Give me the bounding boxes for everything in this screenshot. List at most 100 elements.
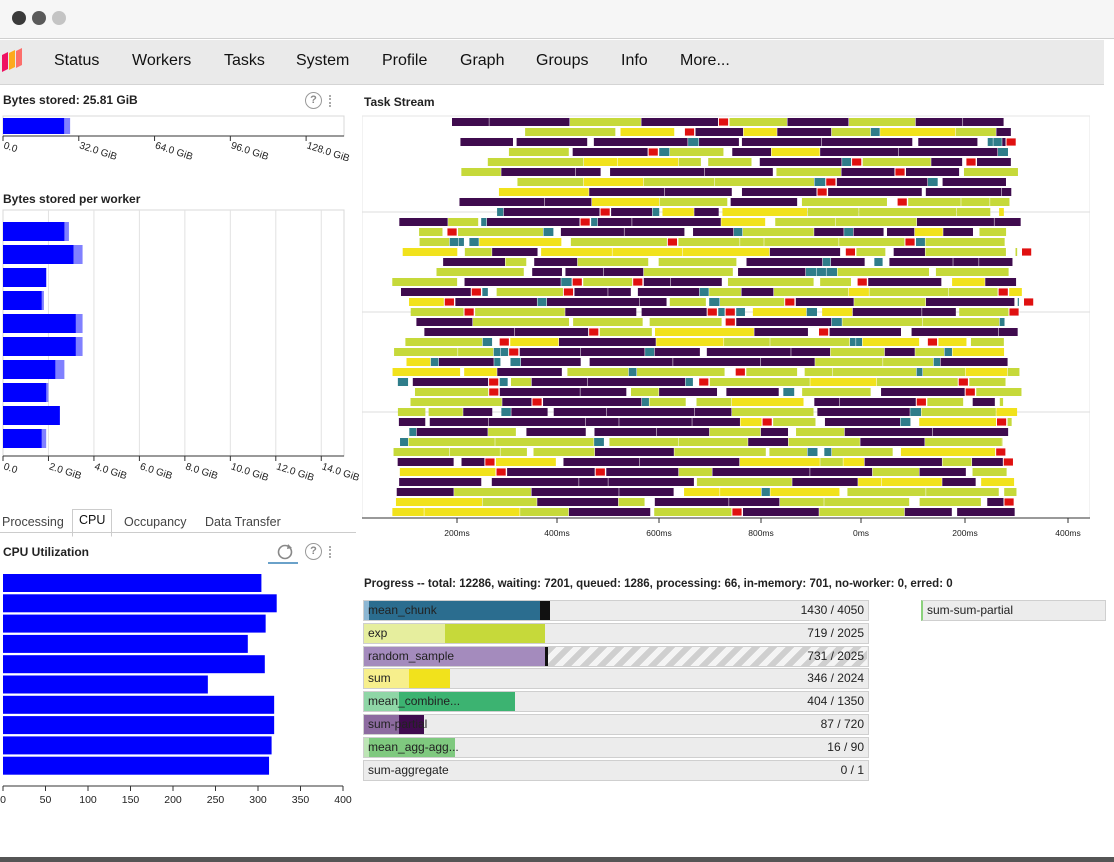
task-block	[990, 198, 1010, 206]
task-block	[810, 378, 877, 386]
cpu-utilization-chart: 0 50 100 150 200 250 300 350 400	[0, 568, 352, 806]
cpu-help-icon[interactable]: ?	[305, 543, 322, 560]
task-block	[565, 268, 604, 276]
task-block	[769, 248, 841, 256]
transfer-block	[508, 347, 520, 357]
task-block	[985, 278, 1017, 286]
bytes-tick-label: 96.0 GiB	[229, 140, 270, 163]
task-block	[659, 148, 670, 156]
task-block	[972, 458, 1003, 466]
nav-workers[interactable]: Workers	[132, 52, 192, 69]
stream-tick-label: 0ms	[853, 528, 869, 538]
task-block	[839, 238, 905, 246]
task-block	[397, 408, 426, 416]
progress-row: exp 719 / 2025	[363, 622, 869, 644]
task-block	[654, 508, 732, 516]
task-block	[1015, 248, 1018, 256]
task-block	[933, 358, 941, 366]
drag-handle-icon[interactable]	[329, 95, 334, 107]
task-block	[963, 168, 1018, 176]
task-block	[940, 358, 1008, 366]
task-block	[402, 248, 458, 256]
tab-processing[interactable]: Processing	[2, 515, 64, 529]
tab-data-transfer[interactable]: Data Transfer	[205, 515, 281, 529]
task-block	[944, 348, 952, 356]
worker-tick-label: 0.0	[2, 461, 19, 476]
transfer-block	[965, 157, 977, 167]
close-window-icon[interactable]	[12, 11, 26, 25]
task-block	[416, 318, 473, 326]
task-block	[876, 378, 958, 386]
task-block	[736, 318, 832, 326]
transfer-block	[957, 377, 969, 387]
task-block	[742, 508, 819, 516]
task-block	[654, 348, 700, 356]
task-block	[904, 508, 952, 516]
task-block	[1009, 288, 1022, 296]
task-block	[922, 318, 1000, 326]
cpu-bar	[3, 736, 272, 755]
task-block	[942, 458, 972, 466]
cpu-drag-handle-icon[interactable]	[329, 546, 334, 558]
progress-memory-fill	[369, 601, 541, 620]
stream-tick-label: 400ms	[544, 528, 570, 538]
transfer-block	[470, 287, 482, 297]
nav-groups[interactable]: Groups	[536, 52, 589, 69]
task-block	[925, 298, 1015, 306]
task-block	[560, 228, 624, 236]
transfer-block	[531, 397, 543, 407]
task-block	[479, 238, 562, 246]
help-icon[interactable]: ?	[305, 92, 322, 109]
task-block	[461, 168, 501, 176]
task-block	[561, 278, 572, 286]
tab-occupancy[interactable]: Occupancy	[124, 515, 187, 529]
task-block	[842, 158, 852, 166]
task-block	[817, 408, 910, 416]
nav-graph[interactable]: Graph	[460, 52, 505, 69]
task-block	[835, 218, 917, 226]
nav-status[interactable]: Status	[54, 52, 100, 69]
task-block	[399, 218, 448, 226]
minimize-window-icon[interactable]	[32, 11, 46, 25]
nav-profile[interactable]: Profile	[382, 52, 428, 69]
task-block	[731, 408, 814, 416]
maximize-window-icon[interactable]	[52, 11, 66, 25]
task-block	[760, 428, 789, 436]
task-block	[570, 238, 667, 246]
task-block	[537, 498, 619, 506]
task-block	[900, 448, 996, 456]
task-block	[916, 368, 923, 376]
progress-row: mean_combine... 404 / 1350	[363, 691, 869, 713]
transfer-block	[995, 447, 1007, 457]
progress-row-label: sum-partial	[368, 717, 428, 731]
task-block	[597, 218, 632, 226]
task-block	[514, 328, 589, 336]
nav-info[interactable]: Info	[621, 52, 648, 69]
task-block	[979, 258, 1013, 266]
nav-tasks[interactable]: Tasks	[224, 52, 265, 69]
task-block	[594, 438, 604, 446]
nav-more[interactable]: More...	[680, 52, 730, 69]
task-block	[395, 498, 483, 506]
task-block	[893, 248, 925, 256]
dask-logo-icon[interactable]	[0, 47, 26, 75]
task-block	[733, 228, 743, 236]
reset-icon[interactable]	[276, 543, 294, 561]
bytes-per-worker-chart: 0.0 2.0 GiB 4.0 GiB 6.0 GiB 8.0 GiB 10.0 GiB 1…	[2, 209, 360, 484]
task-block	[822, 258, 831, 266]
task-block	[463, 408, 493, 416]
task-block	[669, 148, 724, 156]
task-block	[608, 288, 631, 296]
task-block	[617, 158, 679, 166]
task-block	[398, 418, 426, 426]
task-block	[742, 228, 814, 236]
task-block	[587, 378, 686, 386]
task-block	[637, 288, 700, 296]
transfer-block	[1005, 137, 1017, 147]
task-block	[639, 298, 667, 306]
nav-system[interactable]: System	[296, 52, 350, 69]
task-block	[952, 278, 985, 286]
task-block	[416, 428, 488, 436]
cpu-tick-label: 50	[40, 794, 52, 806]
task-block	[970, 338, 1004, 346]
